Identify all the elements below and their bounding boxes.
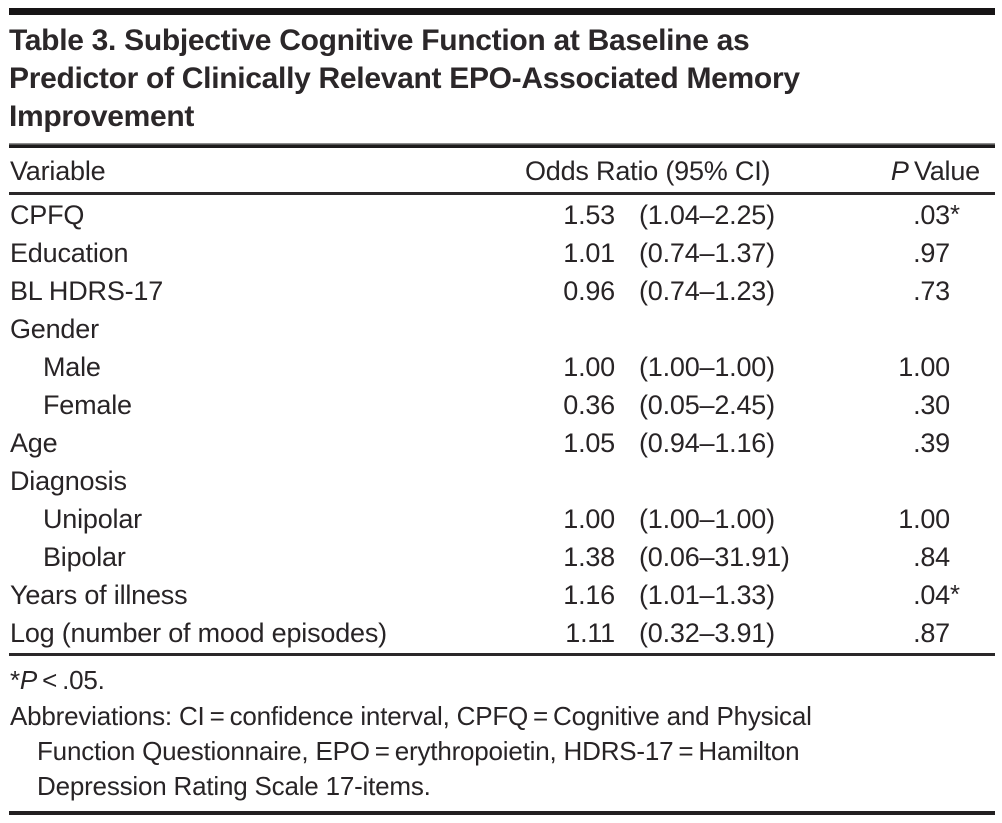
row-confidence-interval: (1.01–1.33) bbox=[639, 580, 775, 610]
p-number: .04 bbox=[913, 580, 950, 610]
table-row-education: Education 1.01 (0.74–1.37) .97 bbox=[0, 234, 1002, 272]
table-row-bl-hdrs-17: BL HDRS-17 0.96 (0.74–1.23) .73 bbox=[0, 272, 1002, 310]
abbreviations-footnote: Abbreviations: CI = confidence interval,… bbox=[10, 699, 812, 804]
significance-asterisk: * bbox=[950, 201, 960, 229]
row-odds-ratio: 1.16 bbox=[563, 580, 615, 610]
row-p-value: 1.00 bbox=[898, 348, 950, 386]
table-row-log-mood-episodes: Log (number of mood episodes) 1.11 (0.32… bbox=[0, 614, 1002, 652]
row-odds-ratio: 1.01 bbox=[563, 238, 615, 268]
row-p-value: .04 * bbox=[913, 576, 960, 614]
table-row-female: Female 0.36 (0.05–2.45) .30 bbox=[0, 386, 1002, 424]
p-number: .73 bbox=[913, 276, 950, 306]
p-value-rest: Value bbox=[908, 156, 980, 186]
top-rule bbox=[9, 8, 995, 15]
row-variable: Years of illness bbox=[10, 580, 188, 610]
row-variable: CPFQ bbox=[10, 200, 85, 230]
row-confidence-interval: (1.00–1.00) bbox=[639, 504, 775, 534]
p-number: .03 bbox=[913, 200, 950, 230]
p-number: .30 bbox=[913, 390, 950, 420]
row-variable: Gender bbox=[10, 314, 99, 344]
row-p-value: .87 bbox=[913, 614, 950, 652]
row-confidence-interval: (1.00–1.00) bbox=[639, 352, 775, 382]
p-number: .97 bbox=[913, 238, 950, 268]
row-odds-ratio: 0.96 bbox=[563, 276, 615, 306]
row-confidence-interval: (0.74–1.37) bbox=[639, 238, 775, 268]
table-title-line-1: Table 3. Subjective Cognitive Function a… bbox=[9, 24, 750, 57]
row-variable: Age bbox=[10, 428, 58, 458]
table-row-cpfq: CPFQ 1.53 (1.04–2.25) .03 * bbox=[0, 196, 1002, 234]
row-confidence-interval: (0.32–3.91) bbox=[639, 618, 775, 648]
p-number: .87 bbox=[913, 618, 950, 648]
row-p-value: .73 bbox=[913, 272, 950, 310]
p-number: 1.00 bbox=[898, 352, 950, 382]
row-odds-ratio: 1.05 bbox=[563, 428, 615, 458]
row-confidence-interval: (0.74–1.23) bbox=[639, 276, 775, 306]
row-odds-ratio: 1.11 bbox=[565, 618, 615, 648]
row-odds-ratio: 0.36 bbox=[563, 390, 615, 420]
row-variable: Education bbox=[10, 238, 129, 268]
row-p-value: .84 bbox=[913, 538, 950, 576]
p-number: 1.00 bbox=[898, 504, 950, 534]
row-confidence-interval: (0.06–31.91) bbox=[639, 542, 790, 572]
table-row-male: Male 1.00 (1.00–1.00) 1.00 bbox=[0, 348, 1002, 386]
table-title-line-2: Predictor of Clinically Relevant EPO-Ass… bbox=[9, 62, 800, 95]
table-row-years-of-illness: Years of illness 1.16 (1.01–1.33) .04 * bbox=[0, 576, 1002, 614]
abbreviation-line-1: Abbreviations: CI = confidence interval,… bbox=[10, 701, 812, 731]
row-confidence-interval: (1.04–2.25) bbox=[639, 200, 775, 230]
table-title: Table 3. Subjective Cognitive Function a… bbox=[9, 22, 800, 136]
p-italic: P bbox=[890, 156, 909, 186]
table-body: CPFQ 1.53 (1.04–2.25) .03 * Education 1.0… bbox=[0, 196, 1002, 652]
table-row-diagnosis-group: Diagnosis bbox=[0, 462, 1002, 500]
column-header-odds-ratio: Odds Ratio (95% CI) bbox=[525, 156, 771, 186]
row-confidence-interval: (0.05–2.45) bbox=[639, 390, 775, 420]
significance-footnote: *P < .05. bbox=[10, 663, 105, 697]
row-variable: Log (number of mood episodes) bbox=[10, 618, 387, 648]
p-number: .39 bbox=[913, 428, 950, 458]
row-p-value: .39 bbox=[913, 424, 950, 462]
table-title-line-3: Improvement bbox=[9, 100, 195, 133]
table-bottom-rule bbox=[9, 653, 995, 656]
title-separator-rule bbox=[9, 143, 995, 148]
p-number: .84 bbox=[913, 542, 950, 572]
row-variable: Unipolar bbox=[43, 504, 142, 534]
table-row-age: Age 1.05 (0.94–1.16) .39 bbox=[0, 424, 1002, 462]
row-variable: Bipolar bbox=[43, 542, 126, 572]
row-p-value: .30 bbox=[913, 386, 950, 424]
column-header-p-value: P Value bbox=[891, 153, 980, 189]
column-header-variable: Variable bbox=[10, 156, 106, 186]
row-odds-ratio: 1.38 bbox=[563, 542, 615, 572]
footnote-threshold: < .05. bbox=[37, 665, 105, 695]
abbreviation-line-3: Depression Rating Scale 17-items. bbox=[37, 771, 431, 801]
row-confidence-interval: (0.94–1.16) bbox=[639, 428, 775, 458]
header-rule bbox=[9, 192, 995, 195]
row-odds-ratio: 1.53 bbox=[563, 200, 615, 230]
abbreviation-line-2: Function Questionnaire, EPO = erythropoi… bbox=[37, 736, 800, 766]
footnote-asterisk: * bbox=[10, 665, 20, 695]
table-row-bipolar: Bipolar 1.38 (0.06–31.91) .84 bbox=[0, 538, 1002, 576]
row-variable: Diagnosis bbox=[10, 466, 127, 496]
row-variable: Female bbox=[43, 390, 132, 420]
row-p-value: .03 * bbox=[913, 196, 960, 234]
row-p-value: .97 bbox=[913, 234, 950, 272]
row-variable: Male bbox=[43, 352, 101, 382]
row-variable: BL HDRS-17 bbox=[10, 276, 164, 306]
significance-asterisk: * bbox=[950, 581, 960, 609]
row-p-value: 1.00 bbox=[898, 500, 950, 538]
table-row-gender-group: Gender bbox=[0, 310, 1002, 348]
row-odds-ratio: 1.00 bbox=[563, 352, 615, 382]
page-bottom-rule bbox=[9, 811, 995, 815]
row-odds-ratio: 1.00 bbox=[563, 504, 615, 534]
table-row-unipolar: Unipolar 1.00 (1.00–1.00) 1.00 bbox=[0, 500, 1002, 538]
footnote-p-italic: P bbox=[19, 665, 38, 695]
